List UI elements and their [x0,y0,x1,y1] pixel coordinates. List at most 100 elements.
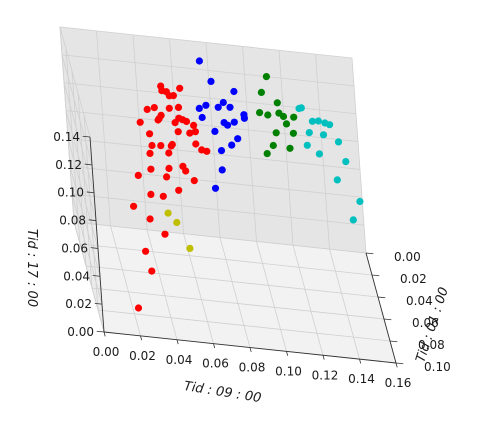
gridline-z [63,82,357,193]
data-point-series-1 [207,77,215,85]
data-point-series-0 [191,128,199,136]
data-point-series-3 [349,216,357,224]
z-tick-label: 0.06 [61,241,88,255]
data-point-series-0 [182,167,190,175]
x-tick-mark [322,355,325,360]
gridline-z [67,137,361,249]
data-point-series-1 [230,87,238,96]
data-point-series-1 [198,113,206,122]
x-tick-label: 0.06 [202,357,229,371]
data-point-series-3 [295,104,303,113]
data-point-series-0 [176,84,184,92]
data-point-series-0 [174,128,182,136]
data-point-series-3 [333,176,341,184]
data-point-series-0 [198,146,206,154]
z-tick-mark [96,330,105,333]
data-point-series-3 [305,129,313,137]
data-point-series-0 [163,173,171,181]
gridline-z [69,165,363,277]
data-point-series-4 [173,218,181,227]
data-point-series-0 [130,202,138,210]
data-point-series-2 [282,120,291,128]
data-point-series-0 [150,104,158,112]
data-point-series-2 [286,144,294,152]
gridline-z [61,54,355,165]
z-axis-line [89,136,105,333]
data-point-series-3 [315,150,323,158]
x-tick-mark [286,351,289,356]
x-tick-mark [359,359,362,364]
z-tick-label: 0.04 [63,269,90,283]
data-point-series-1 [217,147,226,155]
data-point-series-0 [157,142,165,150]
data-point-series-2 [262,73,270,81]
x-tick-label: 0.12 [312,368,339,382]
x-tick-mark [213,343,216,349]
z-tick-label: 0.00 [67,325,94,339]
x-axis-label: Tid : 09 : 00 [183,379,263,406]
data-point-series-0 [147,165,155,173]
data-point-series-0 [146,130,154,138]
data-point-series-0 [165,104,173,112]
data-point-series-1 [228,141,236,149]
data-point-series-1 [214,103,222,111]
data-point-series-1 [219,98,227,107]
data-point-series-1 [218,166,226,174]
x-tick-label: 0.08 [239,361,266,375]
data-point-series-1 [230,118,238,126]
x-tick-mark [140,335,143,341]
gridline-z [65,110,359,221]
gridline-z [73,221,367,333]
x-tick-mark [395,362,398,368]
data-point-series-0 [148,141,156,150]
tick-labels: 0.00 0.02 0.04 0.06 0.08 0.10 0.12 0.14 0.16 0.00… [53,130,450,390]
data-point-series-0 [175,186,183,194]
data-point-series-1 [211,127,219,135]
x-tick-label: 0.16 [385,376,412,390]
y-tick-mark [383,318,392,321]
data-point-series-4 [186,244,194,252]
data-point-series-1 [195,104,203,112]
z-axis-label: Tid : 17 : 00 [24,229,39,307]
data-point-series-0 [167,142,175,150]
data-point-series-0 [146,149,154,157]
y-axis-line [365,252,397,364]
data-point-series-0 [148,267,156,275]
data-point-series-3 [334,138,343,146]
data-point-series-0 [157,82,165,90]
y-tick-label: 0.00 [394,250,421,264]
y-tick-mark [365,252,374,255]
y-tick-label: 0.10 [424,360,451,374]
data-point-series-3 [342,158,350,166]
z-tick-label: 0.12 [55,158,82,172]
x-tick-label: 0.02 [129,349,156,363]
y-tick-mark [377,296,386,299]
data-point-series-3 [308,117,316,125]
gridline-z [59,26,353,138]
data-point-series-0 [161,230,169,238]
z-tick-mark [94,302,103,305]
data-point-series-0 [159,192,167,200]
data-points [130,57,364,312]
y-tick-label: 0.02 [400,272,427,286]
x-tick-label: 0.04 [166,353,193,367]
axis-panes [60,27,396,363]
z-tick-label: 0.08 [59,214,86,228]
data-point-series-1 [234,135,242,143]
data-point-series-0 [165,164,173,172]
x-tick-mark [249,347,252,353]
data-point-series-0 [165,92,173,100]
data-point-series-1 [202,101,210,109]
data-point-series-0 [134,171,142,179]
z-tick-mark [90,247,99,249]
data-point-series-1 [240,114,248,122]
data-point-series-0 [157,111,165,119]
y-tick-mark [389,340,398,343]
y-tick-mark [371,274,380,277]
gridline-z [71,193,365,305]
data-point-series-0 [186,129,194,137]
data-point-series-0 [147,190,155,198]
data-point-series-0 [136,118,144,126]
data-point-series-3 [356,197,364,206]
